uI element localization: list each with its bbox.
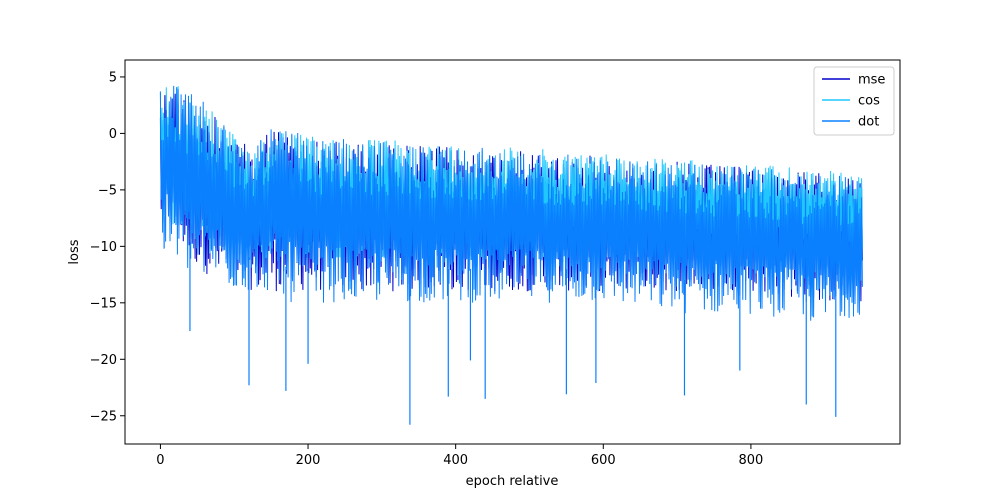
x-tick-label: 400 xyxy=(443,453,468,468)
y-tick-label: −25 xyxy=(90,409,117,424)
y-axis-label: loss xyxy=(67,239,82,264)
x-axis: 0 200 400 600 800 xyxy=(156,444,763,468)
x-tick-label: 600 xyxy=(591,453,616,468)
legend-label-dot: dot xyxy=(858,115,879,130)
y-tick-label: 5 xyxy=(109,70,117,85)
series-line-dot xyxy=(159,85,863,321)
legend-box xyxy=(813,66,895,136)
series-layer xyxy=(159,85,863,425)
x-tick-label: 800 xyxy=(738,453,763,468)
legend-label-mse: mse xyxy=(858,73,885,88)
y-axis: 5 0 −5 −10 −15 −20 −25 xyxy=(90,70,125,424)
x-tick-label: 0 xyxy=(156,453,164,468)
y-tick-label: −5 xyxy=(98,183,117,198)
y-tick-label: −10 xyxy=(90,240,117,255)
x-tick-label: 200 xyxy=(296,453,321,468)
y-tick-label: 0 xyxy=(109,127,117,142)
x-axis-label: epoch relative xyxy=(466,474,559,489)
legend-label-cos: cos xyxy=(858,94,880,109)
legend: mse cos dot xyxy=(813,66,895,136)
y-tick-label: −15 xyxy=(90,296,117,311)
plot-frame xyxy=(124,59,901,445)
y-tick-label: −20 xyxy=(90,353,117,368)
